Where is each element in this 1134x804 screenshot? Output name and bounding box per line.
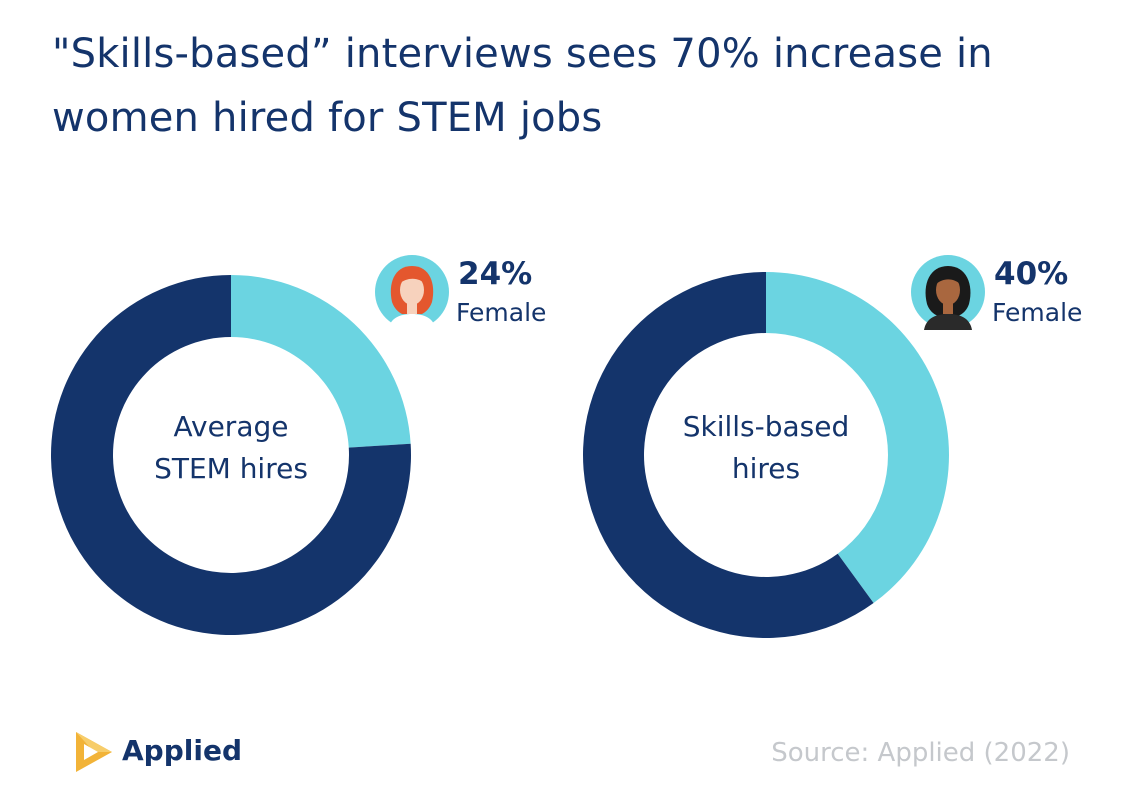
center-label-line-2: hires	[731, 452, 801, 485]
source-note: Source: Applied (2022)	[771, 738, 1070, 768]
applied-play-logo-icon	[76, 732, 112, 772]
female-percentage-callout: 24% Female	[374, 254, 574, 344]
female-slice	[231, 275, 411, 448]
female-percentage-callout: 40% Female	[910, 254, 1110, 344]
female-percentage-value: 40%	[994, 256, 1069, 292]
dark-haired-woman-icon	[911, 255, 985, 330]
other-slice	[582, 272, 874, 639]
female-percentage-caption: Female	[992, 298, 1083, 327]
donut-svg	[582, 272, 949, 639]
female-percentage-caption: Female	[456, 298, 547, 327]
brand-name: Applied	[122, 734, 242, 767]
other-slice	[50, 275, 411, 635]
chart-title: "Skills-based” interviews sees 70% incre…	[52, 31, 993, 141]
female-percentage-value: 24%	[458, 256, 533, 292]
female-slice	[766, 272, 949, 604]
center-label: Average STEM hires	[131, 406, 331, 490]
donut-svg	[50, 275, 411, 635]
donut-chart-skills-based: Skills-based hires 40% Female	[540, 240, 1100, 660]
center-label-line-1: Average	[173, 410, 289, 443]
red-haired-woman-icon	[375, 255, 449, 330]
donut-chart-average: Average STEM hires 24% Female	[0, 240, 560, 660]
center-label-line-1: Skills-based	[682, 410, 850, 443]
center-label: Skills-based hires	[656, 406, 876, 490]
center-label-line-2: STEM hires	[154, 452, 308, 485]
